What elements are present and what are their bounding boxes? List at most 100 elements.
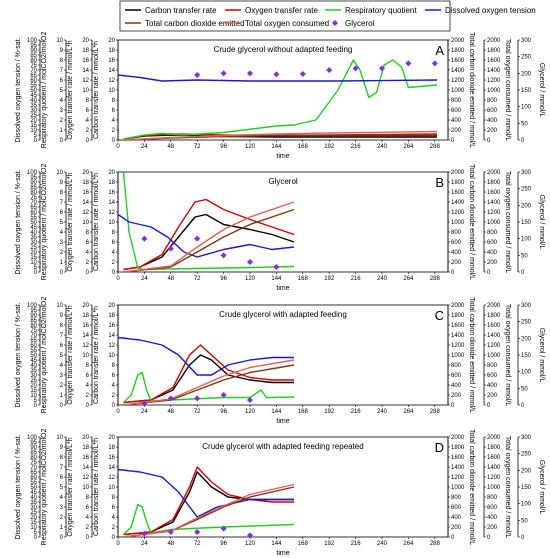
tick-label: 1200 bbox=[451, 343, 465, 349]
tick-label: 85 bbox=[30, 318, 37, 324]
axis-title: Glycerol / mmol/L bbox=[538, 195, 545, 250]
tick-label: 8 bbox=[86, 98, 90, 104]
tick-label: 1400 bbox=[487, 68, 501, 74]
tick-label: 1000 bbox=[487, 353, 501, 359]
tick-label: 800 bbox=[487, 363, 498, 369]
tick-label: 0 bbox=[487, 138, 491, 144]
tick-label: 600 bbox=[487, 240, 498, 246]
axis-dissolved-oxygen: 0510152025303540455055606570758085909510… bbox=[15, 434, 41, 541]
tick-label: 1 bbox=[60, 525, 64, 531]
x-tick-label: 24 bbox=[141, 541, 148, 547]
tick-label: 2 bbox=[60, 250, 64, 256]
x-tick-label: 144 bbox=[271, 276, 282, 282]
tick-label: 14 bbox=[82, 333, 89, 339]
tick-label: 50 bbox=[521, 518, 528, 524]
tick-label: 15 bbox=[30, 123, 37, 129]
x-axis-title: time bbox=[276, 418, 289, 425]
tick-label: 12 bbox=[82, 475, 89, 481]
tick-label: 6 bbox=[86, 373, 90, 379]
tick-label: 0 bbox=[86, 535, 90, 541]
tick-label: 800 bbox=[487, 230, 498, 236]
tick-label: 600 bbox=[487, 373, 498, 379]
tick-label: 5 bbox=[34, 398, 38, 404]
tick-label: 2000 bbox=[451, 435, 465, 441]
tick-label: 3 bbox=[60, 505, 64, 511]
x-tick-label: 120 bbox=[245, 409, 256, 415]
x-axis: 0 24 48 72 96 120 144 168 192 216 240 264 288 time bbox=[116, 272, 440, 292]
tick-label: 0 bbox=[451, 403, 455, 409]
tick-label: 10 bbox=[108, 220, 115, 226]
axis-title: Oxygen transfer rate / mmol/L*h bbox=[67, 305, 74, 404]
tick-label: 1800 bbox=[451, 180, 465, 186]
axis-total-co2: 0 200 400 600 800 1000 1200 1400 1600 1800 2000 Tot… bbox=[447, 164, 475, 280]
x-tick-label: 72 bbox=[194, 144, 201, 150]
series-line-carbon-transfer-rate bbox=[123, 354, 294, 404]
tick-label: 2 bbox=[60, 515, 64, 521]
tick-label: 3 bbox=[60, 373, 64, 379]
tick-label: 2 bbox=[86, 128, 90, 134]
x-tick-label: 168 bbox=[298, 409, 309, 415]
tick-label: 35 bbox=[30, 235, 37, 241]
tick-label: 9 bbox=[60, 180, 64, 186]
tick-label: 50 bbox=[30, 88, 37, 94]
series-line-dissolved-oxygen-tension bbox=[118, 213, 295, 258]
axis-title: Oxygen transfer rate / mmol/L*h bbox=[67, 40, 74, 139]
tick-label: 75 bbox=[30, 63, 37, 69]
tick-label: 6 bbox=[86, 505, 90, 511]
tick-label: 0 bbox=[60, 403, 64, 409]
axis-title: Dissolved oxygen tension / %-sat. bbox=[15, 302, 22, 407]
axis-title: Total carbon dioxide emitted / mmol/L bbox=[468, 297, 475, 413]
tick-label: 5 bbox=[60, 220, 64, 226]
tick-label: 16 bbox=[108, 58, 115, 64]
tick-label: 1000 bbox=[451, 485, 465, 491]
x-tick-label: 240 bbox=[377, 409, 388, 415]
x-tick-label: 264 bbox=[403, 276, 414, 282]
legend-item: Glycerol bbox=[332, 19, 375, 28]
tick-label: 8 bbox=[112, 495, 116, 501]
tick-label: 95 bbox=[30, 175, 37, 181]
x-tick-label: 192 bbox=[324, 409, 335, 415]
tick-label: 10 bbox=[108, 353, 115, 359]
tick-label: 400 bbox=[487, 250, 498, 256]
tick-label: 1400 bbox=[487, 465, 501, 471]
legend-label: Total oxygen consumed bbox=[245, 19, 329, 28]
tick-label: 600 bbox=[451, 505, 462, 511]
tick-label: 150 bbox=[521, 88, 532, 94]
tick-label: 200 bbox=[451, 525, 462, 531]
tick-label: 4 bbox=[86, 383, 90, 389]
tick-label: 800 bbox=[451, 495, 462, 501]
axis-title: Total carbon dioxide emitted / mmol/L bbox=[468, 164, 475, 280]
tick-label: 16 bbox=[82, 455, 89, 461]
axis-title: Carbon transfer rate / mmol/L*h bbox=[93, 41, 100, 139]
tick-label: 35 bbox=[30, 368, 37, 374]
tick-label: 600 bbox=[487, 108, 498, 114]
tick-label: 18 bbox=[108, 48, 115, 54]
tick-label: 0 bbox=[487, 270, 491, 276]
tick-label: 1600 bbox=[487, 190, 501, 196]
tick-label: 75 bbox=[30, 328, 37, 334]
tick-label: 55 bbox=[30, 215, 37, 221]
series-group bbox=[118, 336, 295, 405]
tick-label: 4 bbox=[86, 250, 90, 256]
tick-label: 400 bbox=[487, 383, 498, 389]
tick-label: 2000 bbox=[451, 38, 465, 44]
x-axis: 0 24 48 72 96 120 144 168 192 216 240 264 288 time bbox=[116, 537, 440, 557]
tick-label: 1800 bbox=[487, 445, 501, 451]
x-tick-label: 120 bbox=[245, 276, 256, 282]
series-line-oxygen-transfer-rate bbox=[123, 344, 294, 404]
tick-label: 7 bbox=[60, 200, 64, 206]
tick-label: 30 bbox=[30, 240, 37, 246]
glycerol-point bbox=[247, 532, 253, 537]
tick-label: 50 bbox=[521, 121, 528, 127]
tick-label: 15 bbox=[30, 520, 37, 526]
tick-label: 5 bbox=[60, 485, 64, 491]
tick-label: 400 bbox=[451, 250, 462, 256]
axis-title: Dissolved oxygen tension / %-sat. bbox=[15, 434, 22, 539]
tick-label: 80 bbox=[30, 323, 37, 329]
tick-label: 20 bbox=[108, 170, 115, 176]
tick-label: 4 bbox=[60, 230, 64, 236]
legend-marker-diamond bbox=[332, 20, 338, 26]
legend-label: Carbon transfer rate bbox=[145, 6, 217, 15]
tick-label: 200 bbox=[521, 336, 532, 342]
tick-label: 10 bbox=[82, 485, 89, 491]
